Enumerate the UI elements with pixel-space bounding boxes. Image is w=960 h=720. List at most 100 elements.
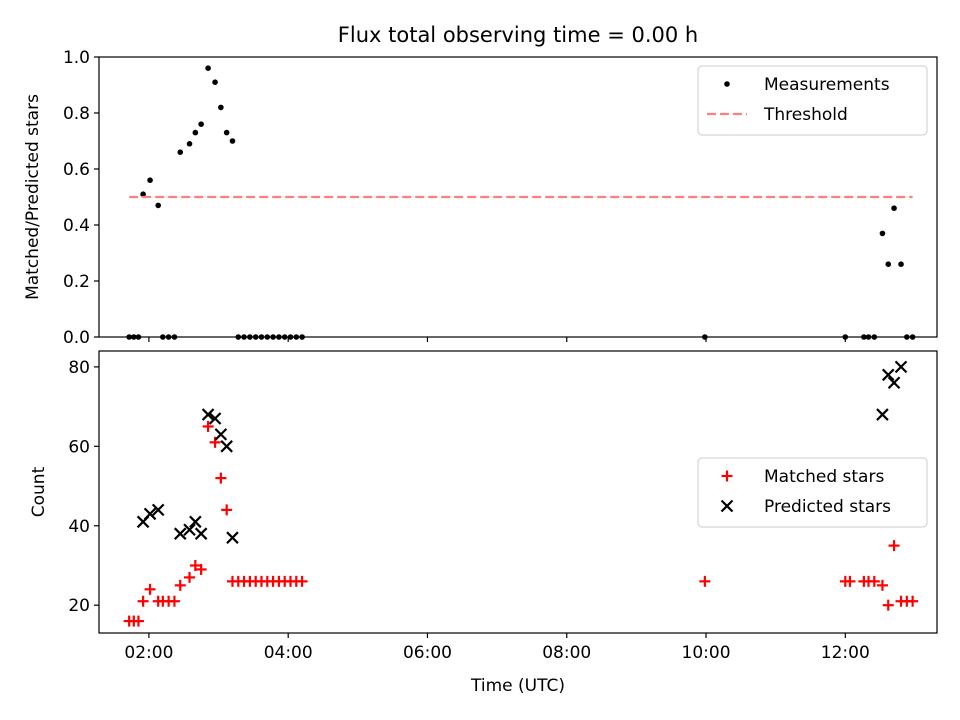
y-tick-label: 0.4: [63, 216, 90, 236]
data-point: [205, 65, 211, 71]
data-point: [218, 104, 224, 111]
series-matched-stars: [123, 420, 919, 627]
data-point: [907, 595, 919, 607]
legend-swatch: [721, 470, 733, 482]
marker-stroke: [173, 527, 187, 540]
data-point: [214, 428, 228, 441]
legend-entry-label: Threshold: [763, 105, 848, 125]
data-point: [221, 504, 233, 516]
data-point: [885, 261, 892, 268]
axes-frame: [98, 350, 938, 634]
x-tick-label: 06:00: [403, 643, 452, 663]
marker-stroke: [894, 360, 908, 374]
y-tick-label: 0.0: [63, 328, 90, 348]
legend: Measurements Threshold: [697, 65, 928, 136]
x-tick-label: 12:00: [821, 643, 870, 663]
data-point: [189, 515, 202, 529]
series-predicted-stars: [136, 360, 908, 544]
data-point: [195, 563, 207, 575]
x-tick-label: 08:00: [542, 643, 591, 663]
data-point: [876, 408, 889, 421]
marker-stroke: [720, 499, 734, 513]
data-point: [192, 129, 199, 136]
legend: Matched stars Predicted stars: [697, 457, 928, 528]
top-panel: 0.0 0.2 0.4 0.6 0.8 1.0 Matched/Predicted star…: [23, 48, 938, 348]
marker-stroke: [881, 368, 895, 382]
legend-frame: [697, 65, 928, 136]
y-tick-label: 60: [68, 437, 90, 457]
marker-stroke: [226, 531, 239, 544]
y-tick-label: 40: [68, 517, 90, 537]
data-point: [868, 575, 880, 587]
marker-stroke: [220, 440, 233, 453]
data-point: [186, 141, 193, 147]
y-tick-label: 0.8: [63, 104, 90, 124]
data-point: [887, 376, 901, 390]
legend-entry-label: Matched stars: [764, 467, 884, 487]
series-measurements: [126, 65, 916, 340]
marker-stroke: [876, 408, 889, 421]
data-point: [296, 575, 308, 587]
data-point: [173, 527, 187, 540]
data-point: [140, 191, 146, 197]
marker-stroke: [183, 523, 196, 537]
y-tick-label: 1.0: [63, 48, 90, 68]
data-point: [215, 472, 227, 484]
legend-swatch: [720, 499, 734, 513]
bottom-panel: 20 40 60 80 02:00 04:00 06:00 08:00 10:00 12:00 Co…: [29, 350, 938, 663]
legend-frame: [697, 457, 928, 528]
data-point: [151, 503, 165, 517]
data-point: [177, 149, 184, 155]
chart-title: Flux total observing time = 0.00 h: [338, 23, 698, 47]
data-point: [144, 583, 156, 595]
x-axis-label: Time (UTC): [470, 676, 565, 696]
data-point: [844, 575, 856, 587]
data-point: [198, 121, 204, 127]
data-point: [876, 579, 888, 591]
marker-stroke: [151, 503, 165, 517]
data-point: [189, 559, 201, 571]
data-point: [147, 177, 153, 183]
marker-stroke: [189, 515, 202, 529]
y-axis-label: Matched/Predicted stars: [23, 94, 43, 300]
data-point: [220, 440, 233, 453]
marker-stroke: [194, 527, 208, 540]
data-point: [184, 571, 196, 583]
data-point: [208, 412, 222, 425]
data-point: [229, 138, 236, 144]
data-point: [898, 261, 904, 268]
data-point: [168, 595, 180, 607]
y-tick-label: 80: [68, 358, 90, 378]
data-point: [132, 615, 144, 627]
axes-frame: [98, 56, 938, 338]
data-point: [882, 599, 894, 611]
marker-stroke: [887, 376, 901, 390]
x-tick-label: 02:00: [124, 643, 173, 663]
data-point: [137, 595, 149, 607]
legend-swatch: [724, 81, 730, 87]
marker-stroke: [208, 412, 222, 425]
data-point: [879, 230, 886, 237]
y-tick-label: 0.2: [63, 272, 90, 292]
data-point: [226, 531, 239, 544]
data-point: [143, 507, 157, 521]
data-point: [194, 527, 208, 540]
data-point: [888, 540, 900, 552]
data-point: [699, 575, 711, 587]
legend-entry-label: Measurements: [764, 75, 890, 95]
legend-entry-label: Predicted stars: [764, 497, 891, 517]
data-point: [881, 368, 895, 382]
y-tick-label: 0.6: [63, 160, 90, 180]
data-point: [202, 420, 214, 432]
marker-stroke: [201, 408, 215, 421]
data-point: [223, 129, 230, 136]
x-tick-label: 10:00: [682, 643, 731, 663]
y-tick-label: 20: [68, 596, 90, 616]
data-point: [183, 523, 196, 537]
y-axis-label: Count: [29, 466, 49, 517]
data-point: [894, 360, 908, 374]
data-point: [891, 205, 897, 211]
data-point: [174, 579, 186, 591]
marker-stroke: [143, 507, 157, 521]
